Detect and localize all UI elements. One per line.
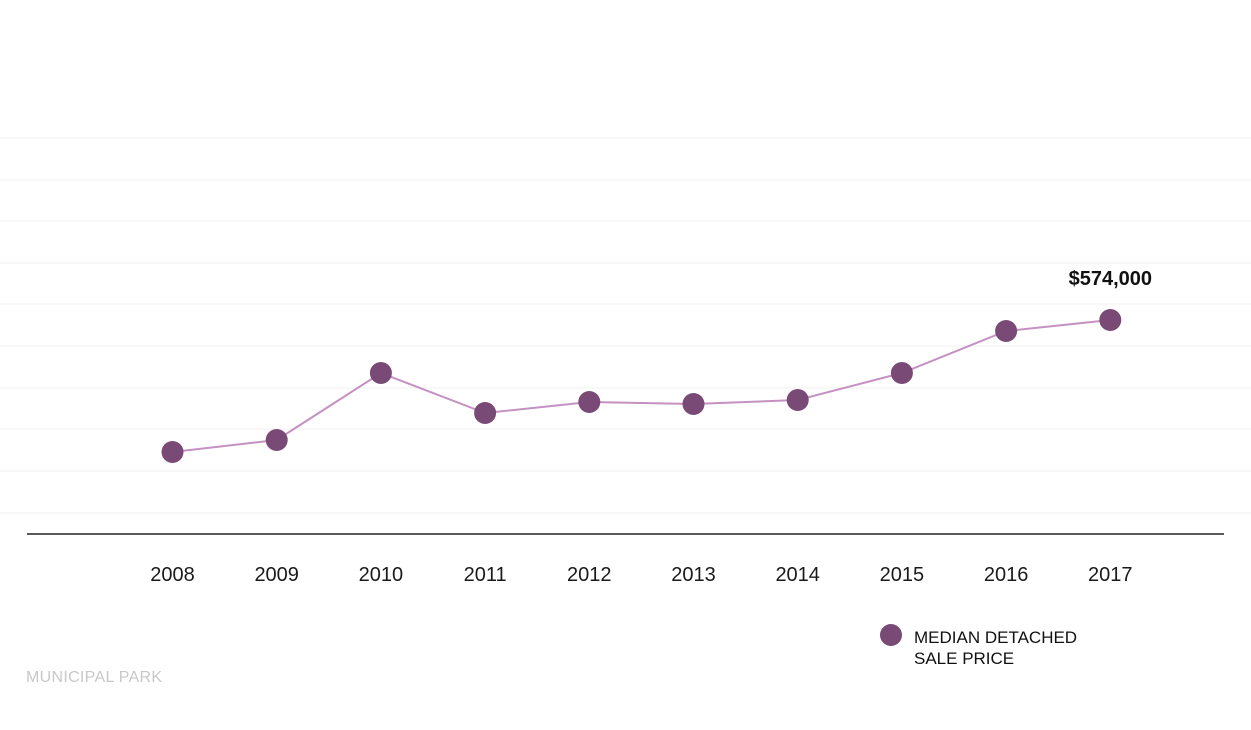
legend-marker <box>880 624 902 646</box>
data-point-2009 <box>265 429 288 451</box>
data-point-2010 <box>369 362 392 384</box>
legend-label-line-1: MEDIAN DETACHED <box>914 628 1078 647</box>
x-tick-label: 2015 <box>880 564 925 586</box>
x-tick-label: 2016 <box>984 564 1029 586</box>
x-tick-label: 2014 <box>775 564 820 586</box>
x-tick-label: 2013 <box>671 564 716 586</box>
data-point-2013 <box>682 393 705 415</box>
series-line <box>172 319 1111 453</box>
footer-label: MUNICIPAL PARK <box>26 669 163 686</box>
x-tick-label: 2012 <box>567 564 612 586</box>
data-point-2015 <box>890 362 913 384</box>
data-point-2011 <box>474 402 497 424</box>
data-point-2014 <box>786 389 809 411</box>
x-tick-label: 2009 <box>254 564 299 586</box>
legend: MEDIAN DETACHED SALE PRICE <box>880 624 1077 669</box>
data-point-2017 <box>1099 309 1122 331</box>
x-tick-label: 2017 <box>1088 564 1133 586</box>
x-tick-label: 2008 <box>150 564 195 586</box>
data-point-2012 <box>578 391 601 413</box>
grid-lines <box>0 137 1251 514</box>
x-tick-label: 2010 <box>359 564 404 586</box>
x-tick-label: 2011 <box>464 564 507 586</box>
legend-label-line-2: SALE PRICE <box>914 649 1015 668</box>
legend-label: MEDIAN DETACHED SALE PRICE <box>914 627 1077 669</box>
data-point-2008 <box>161 441 184 463</box>
data-point-2016 <box>995 320 1018 342</box>
value-label: $574,000 <box>1069 268 1152 290</box>
